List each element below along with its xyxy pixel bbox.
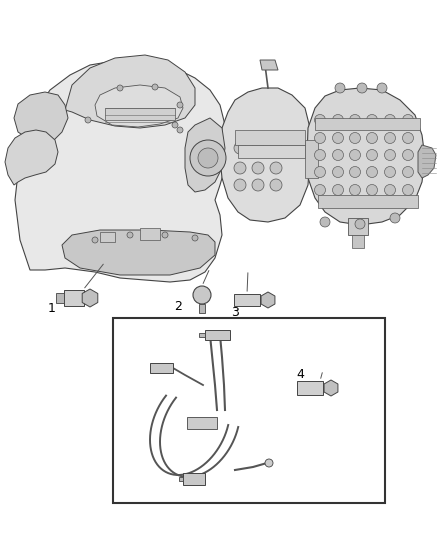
- Circle shape: [390, 213, 400, 223]
- Circle shape: [234, 162, 246, 174]
- Circle shape: [177, 127, 183, 133]
- Polygon shape: [235, 130, 305, 145]
- Circle shape: [193, 286, 211, 304]
- Circle shape: [332, 184, 343, 196]
- Polygon shape: [307, 88, 425, 225]
- Polygon shape: [5, 130, 58, 185]
- Circle shape: [367, 166, 378, 177]
- Circle shape: [252, 162, 264, 174]
- Polygon shape: [318, 195, 418, 208]
- Circle shape: [127, 232, 133, 238]
- Polygon shape: [150, 363, 173, 373]
- Circle shape: [117, 85, 123, 91]
- Polygon shape: [199, 333, 205, 337]
- Text: 4: 4: [296, 368, 304, 382]
- Circle shape: [350, 166, 360, 177]
- Polygon shape: [205, 330, 230, 340]
- Circle shape: [403, 166, 413, 177]
- Polygon shape: [140, 228, 160, 240]
- Circle shape: [234, 179, 246, 191]
- Circle shape: [385, 166, 396, 177]
- Polygon shape: [64, 290, 84, 306]
- Circle shape: [332, 133, 343, 143]
- Circle shape: [367, 149, 378, 160]
- Polygon shape: [348, 218, 368, 235]
- Circle shape: [265, 459, 273, 467]
- Circle shape: [320, 217, 330, 227]
- Circle shape: [332, 149, 343, 160]
- Circle shape: [314, 166, 325, 177]
- Circle shape: [152, 84, 158, 90]
- Polygon shape: [179, 477, 183, 481]
- Circle shape: [92, 237, 98, 243]
- Polygon shape: [187, 417, 217, 429]
- Circle shape: [350, 115, 360, 125]
- Circle shape: [314, 149, 325, 160]
- Circle shape: [314, 115, 325, 125]
- Circle shape: [314, 184, 325, 196]
- Polygon shape: [238, 145, 305, 158]
- Text: 2: 2: [174, 300, 182, 312]
- Circle shape: [357, 83, 367, 93]
- Polygon shape: [297, 381, 323, 395]
- Circle shape: [350, 149, 360, 160]
- Polygon shape: [62, 230, 215, 275]
- Circle shape: [367, 184, 378, 196]
- Circle shape: [314, 133, 325, 143]
- Circle shape: [270, 179, 282, 191]
- Circle shape: [403, 184, 413, 196]
- Text: 3: 3: [231, 305, 239, 319]
- Bar: [113, 318, 385, 503]
- Text: 1: 1: [48, 302, 56, 314]
- Circle shape: [190, 140, 226, 176]
- Circle shape: [198, 148, 218, 168]
- Circle shape: [234, 142, 246, 154]
- Polygon shape: [65, 55, 195, 128]
- Circle shape: [162, 232, 168, 238]
- Polygon shape: [100, 232, 115, 242]
- Polygon shape: [185, 118, 225, 192]
- Circle shape: [252, 142, 264, 154]
- Circle shape: [192, 235, 198, 241]
- Polygon shape: [105, 108, 175, 120]
- Polygon shape: [199, 304, 205, 313]
- Circle shape: [403, 133, 413, 143]
- Circle shape: [355, 219, 365, 229]
- Circle shape: [270, 162, 282, 174]
- Circle shape: [367, 133, 378, 143]
- Circle shape: [350, 184, 360, 196]
- Circle shape: [385, 184, 396, 196]
- Circle shape: [335, 83, 345, 93]
- Circle shape: [385, 149, 396, 160]
- Circle shape: [172, 122, 178, 128]
- Polygon shape: [220, 88, 310, 222]
- Polygon shape: [183, 473, 205, 485]
- Circle shape: [403, 115, 413, 125]
- Polygon shape: [305, 140, 318, 178]
- Polygon shape: [260, 60, 278, 70]
- Polygon shape: [15, 60, 228, 282]
- Circle shape: [332, 115, 343, 125]
- Polygon shape: [352, 235, 364, 248]
- Circle shape: [252, 179, 264, 191]
- Circle shape: [177, 102, 183, 108]
- Circle shape: [377, 83, 387, 93]
- Circle shape: [403, 149, 413, 160]
- Polygon shape: [418, 145, 436, 178]
- Circle shape: [270, 142, 282, 154]
- Polygon shape: [234, 294, 260, 306]
- Circle shape: [350, 133, 360, 143]
- Circle shape: [385, 133, 396, 143]
- Polygon shape: [95, 85, 183, 127]
- Circle shape: [85, 117, 91, 123]
- Polygon shape: [56, 293, 64, 303]
- Circle shape: [367, 115, 378, 125]
- Polygon shape: [315, 118, 420, 130]
- Circle shape: [332, 166, 343, 177]
- Circle shape: [385, 115, 396, 125]
- Polygon shape: [14, 92, 68, 148]
